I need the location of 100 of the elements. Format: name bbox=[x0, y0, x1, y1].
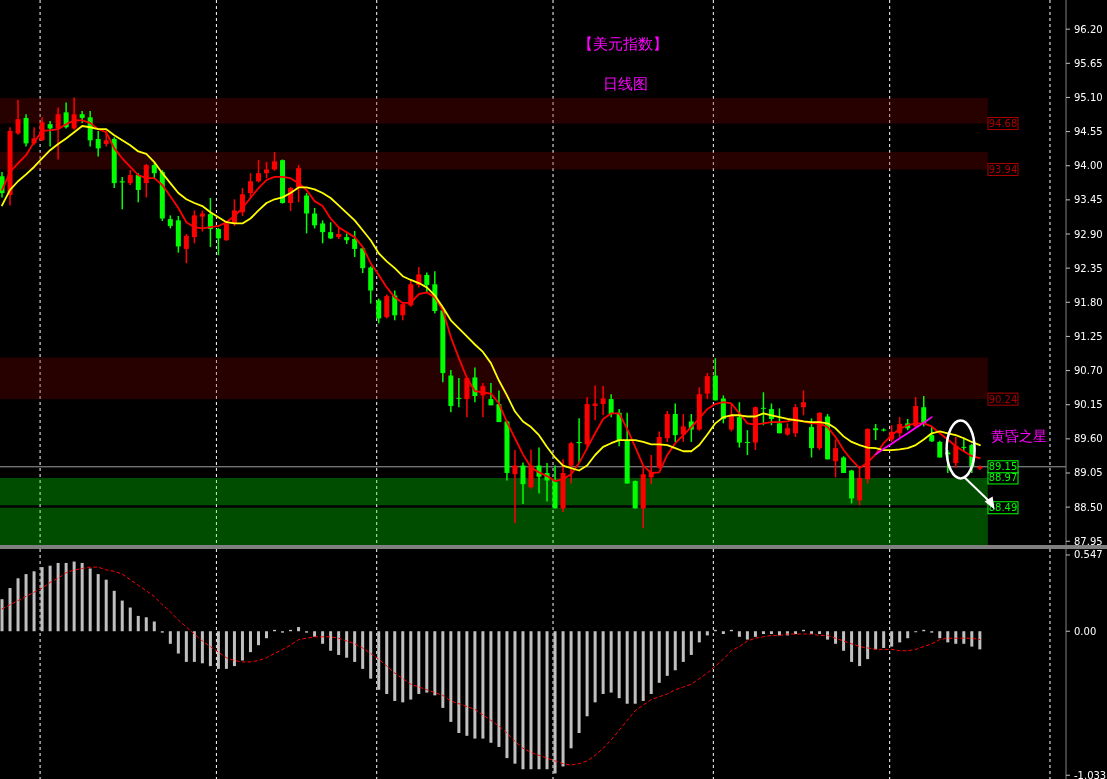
ref-line-label: 89.15 bbox=[988, 461, 1018, 473]
bar bbox=[681, 631, 685, 662]
bar bbox=[232, 631, 236, 667]
bar bbox=[826, 631, 830, 640]
bar bbox=[200, 631, 204, 664]
bar bbox=[88, 568, 92, 632]
bar bbox=[489, 631, 493, 743]
bar bbox=[641, 631, 645, 701]
text: 日线图 bbox=[602, 75, 648, 94]
bar bbox=[689, 631, 693, 655]
bar bbox=[240, 631, 244, 661]
bar bbox=[593, 631, 597, 703]
bar bbox=[40, 567, 44, 632]
bar bbox=[224, 631, 228, 669]
bar bbox=[393, 631, 397, 701]
bar bbox=[818, 631, 822, 635]
bar bbox=[545, 631, 549, 770]
bar bbox=[753, 631, 757, 637]
bar bbox=[385, 631, 389, 694]
bar bbox=[842, 631, 846, 651]
bar bbox=[761, 631, 765, 635]
bar bbox=[721, 631, 725, 635]
bar bbox=[649, 631, 653, 694]
bar bbox=[449, 631, 453, 722]
bar bbox=[216, 631, 220, 669]
bar bbox=[353, 631, 357, 662]
bar bbox=[769, 631, 773, 635]
bar bbox=[529, 631, 533, 770]
y-tick-label: 89.60 bbox=[1074, 433, 1103, 445]
y-tick-label: -1.033 bbox=[1074, 769, 1107, 779]
bar bbox=[8, 588, 12, 632]
bar bbox=[168, 631, 172, 644]
bar bbox=[866, 631, 870, 660]
bar bbox=[465, 631, 469, 736]
bar bbox=[128, 607, 132, 632]
bar bbox=[248, 631, 252, 653]
band-label: 94.68 bbox=[988, 118, 1018, 130]
y-tick-label: 0.547 bbox=[1074, 549, 1103, 561]
bar bbox=[56, 562, 60, 632]
bar bbox=[561, 631, 565, 767]
bar bbox=[120, 600, 124, 632]
bar bbox=[874, 631, 878, 650]
bar bbox=[705, 631, 709, 636]
bar bbox=[505, 631, 509, 759]
y-tick-label: 91.25 bbox=[1074, 330, 1103, 342]
bar bbox=[24, 574, 28, 632]
bar bbox=[208, 631, 212, 667]
bar bbox=[946, 631, 950, 643]
bar bbox=[625, 631, 629, 704]
bar bbox=[882, 631, 886, 648]
bar bbox=[617, 631, 621, 699]
bar bbox=[585, 631, 589, 717]
bar bbox=[136, 615, 140, 632]
bar bbox=[409, 631, 413, 700]
y-tick-label: 94.55 bbox=[1074, 126, 1103, 138]
bar bbox=[850, 631, 854, 662]
bar bbox=[192, 631, 196, 662]
y-tick-label: 96.20 bbox=[1074, 23, 1103, 35]
bar bbox=[176, 631, 180, 654]
y-tick-label: 94.00 bbox=[1074, 160, 1103, 172]
bar bbox=[890, 631, 894, 647]
y-tick-label: 92.35 bbox=[1074, 262, 1103, 274]
y-tick-label: 88.50 bbox=[1074, 501, 1103, 513]
bar bbox=[337, 631, 341, 655]
y-tick-label: 93.45 bbox=[1074, 194, 1103, 206]
bar bbox=[473, 631, 477, 739]
bar bbox=[457, 631, 461, 733]
bar bbox=[737, 631, 741, 637]
bar bbox=[697, 631, 701, 643]
bar bbox=[537, 631, 541, 770]
bar bbox=[745, 631, 749, 640]
y-tick-label: 92.90 bbox=[1074, 228, 1103, 240]
bar bbox=[441, 631, 445, 708]
bar bbox=[144, 617, 148, 632]
bar bbox=[553, 631, 557, 774]
bar bbox=[265, 631, 268, 639]
bar bbox=[665, 631, 669, 676]
y-tick-label: 91.80 bbox=[1074, 296, 1103, 308]
y-tick-label: 90.70 bbox=[1074, 365, 1103, 377]
bar bbox=[906, 631, 910, 639]
bar bbox=[112, 590, 116, 632]
bar bbox=[673, 631, 677, 671]
y-tick-label: 95.65 bbox=[1074, 57, 1103, 69]
y-tick-label: 95.10 bbox=[1074, 91, 1103, 103]
bar bbox=[377, 631, 381, 690]
bar bbox=[256, 631, 260, 646]
bar bbox=[657, 631, 661, 683]
bar bbox=[978, 631, 982, 650]
bar bbox=[601, 631, 605, 694]
bar bbox=[577, 631, 581, 733]
line-series bbox=[1, 566, 981, 766]
bar bbox=[481, 631, 485, 739]
bar bbox=[32, 571, 36, 632]
bar bbox=[401, 631, 405, 703]
bar bbox=[64, 562, 68, 632]
y-tick-label: 89.05 bbox=[1074, 467, 1103, 479]
text: 【美元指数】 bbox=[578, 35, 668, 54]
bar bbox=[569, 631, 573, 749]
y-tick-label: 87.95 bbox=[1074, 535, 1103, 547]
bar bbox=[433, 631, 437, 696]
